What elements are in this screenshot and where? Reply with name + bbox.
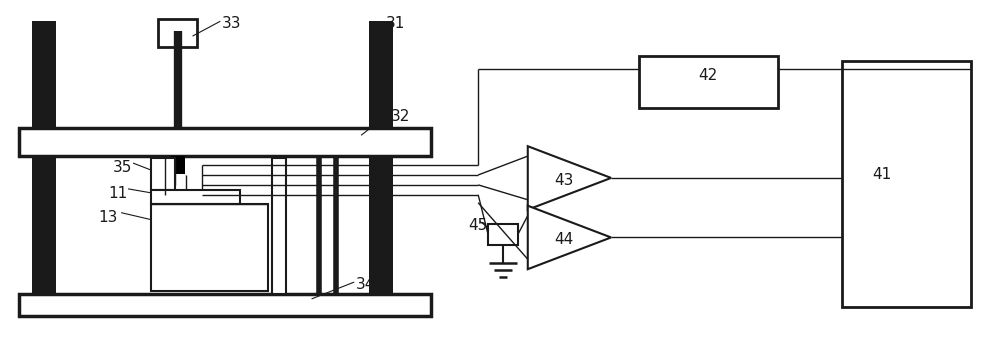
- Text: 31: 31: [386, 16, 405, 31]
- Text: 42: 42: [699, 68, 718, 83]
- Text: 35: 35: [113, 160, 133, 175]
- Bar: [639, 56, 778, 107]
- Bar: [151, 158, 175, 190]
- Bar: [842, 61, 971, 307]
- Text: 33: 33: [222, 16, 242, 31]
- Bar: [19, 294, 431, 316]
- Bar: [272, 158, 286, 294]
- Bar: [151, 190, 240, 204]
- Text: 13: 13: [98, 210, 118, 225]
- Text: 41: 41: [872, 168, 891, 183]
- Bar: [32, 21, 56, 294]
- Text: 43: 43: [555, 173, 574, 188]
- Text: 44: 44: [555, 233, 574, 248]
- Text: 45: 45: [468, 218, 488, 233]
- Bar: [158, 19, 197, 47]
- Text: 32: 32: [391, 108, 410, 123]
- Polygon shape: [528, 206, 611, 269]
- Bar: [171, 156, 185, 174]
- Bar: [19, 128, 431, 156]
- Polygon shape: [528, 146, 611, 210]
- Text: 11: 11: [108, 186, 127, 201]
- Text: 34: 34: [356, 277, 376, 292]
- Bar: [151, 204, 268, 291]
- Bar: [369, 21, 393, 294]
- Bar: [488, 224, 518, 245]
